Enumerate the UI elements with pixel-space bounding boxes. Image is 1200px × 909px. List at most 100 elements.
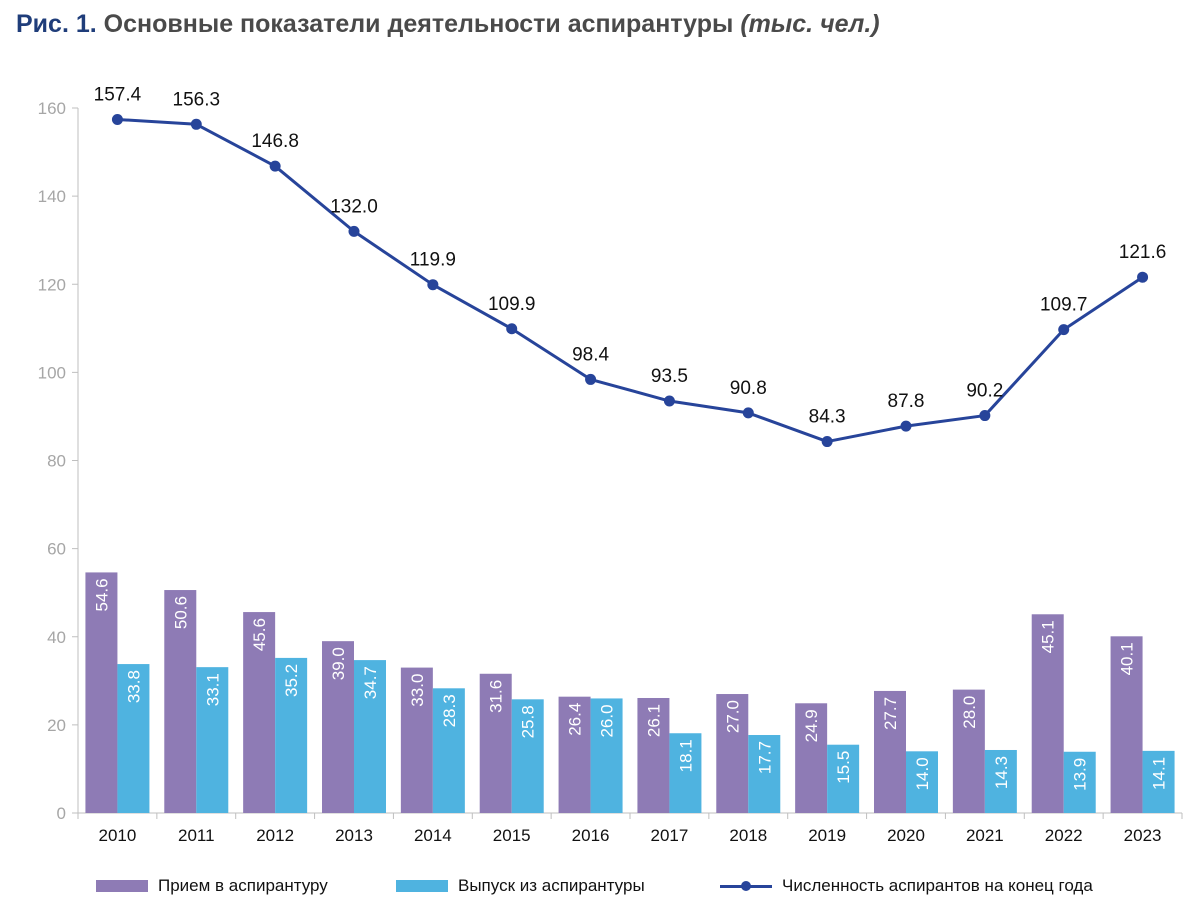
- bar-graduation: [354, 660, 386, 813]
- y-tick-label: 120: [38, 275, 66, 294]
- bar-label-admission: 40.1: [1118, 642, 1137, 675]
- chart-legend: Прием в аспирантуру Выпуск из аспирантур…: [0, 876, 1200, 900]
- point-enrollment: [348, 225, 360, 237]
- bar-label-graduation: 17.7: [755, 741, 774, 774]
- x-tick-label: 2020: [887, 826, 925, 845]
- legend-item-enrollment: Численность аспирантов на конец года: [720, 876, 1093, 896]
- bar-admission: [1031, 614, 1064, 813]
- bar-graduation: [590, 698, 623, 813]
- x-tick-label: 2023: [1124, 826, 1162, 845]
- bar-label-admission: 26.1: [644, 704, 663, 737]
- point-label-enrollment: 84.3: [809, 407, 846, 428]
- bar-graduation: [117, 664, 150, 813]
- y-tick-label: 40: [47, 628, 66, 647]
- bar-graduation: [1063, 751, 1096, 813]
- y-tick-label: 0: [57, 804, 66, 823]
- point-label-enrollment: 109.9: [488, 294, 536, 315]
- bar-label-graduation: 14.0: [913, 757, 932, 790]
- bar-admission: [558, 696, 591, 813]
- bar-label-admission: 26.4: [566, 703, 585, 736]
- bar-admission: [637, 697, 670, 813]
- y-tick-label: 20: [47, 716, 66, 735]
- point-label-enrollment: 93.5: [651, 366, 688, 387]
- legend-swatch-admission: [96, 880, 148, 892]
- x-tick-label: 2013: [335, 826, 373, 845]
- x-tick-label: 2016: [572, 826, 610, 845]
- bar-label-admission: 24.9: [802, 709, 821, 742]
- point-enrollment: [585, 373, 597, 385]
- bar-admission: [322, 641, 354, 813]
- point-enrollment: [506, 323, 518, 335]
- bar-admission: [716, 694, 749, 813]
- point-label-enrollment: 157.4: [94, 84, 142, 105]
- bar-label-admission: 33.0: [408, 674, 427, 707]
- x-tick-label: 2014: [414, 826, 452, 845]
- point-label-enrollment: 121.6: [1119, 242, 1167, 263]
- bar-label-admission: 31.6: [487, 680, 506, 713]
- y-tick-label: 60: [47, 540, 66, 559]
- point-enrollment: [1137, 271, 1149, 283]
- bar-label-admission: 50.6: [171, 596, 190, 629]
- bar-graduation: [827, 744, 860, 813]
- bar-label-graduation: 25.8: [519, 705, 538, 738]
- y-tick-label: 100: [38, 363, 66, 382]
- point-label-enrollment: 132.0: [330, 196, 378, 217]
- bar-label-graduation: 15.5: [834, 751, 853, 784]
- bar-label-graduation: 14.1: [1150, 757, 1169, 790]
- bar-admission: [795, 703, 828, 813]
- point-label-enrollment: 90.8: [730, 378, 767, 399]
- figure-number: Рис. 1.: [16, 10, 97, 38]
- bar-admission: [479, 673, 512, 813]
- point-enrollment: [269, 160, 281, 172]
- x-tick-label: 2021: [966, 826, 1004, 845]
- bar-label-graduation: 33.1: [203, 673, 222, 706]
- point-enrollment: [900, 420, 912, 432]
- x-tick-label: 2011: [178, 826, 215, 845]
- bar-graduation: [906, 751, 938, 813]
- bar-admission: [952, 689, 985, 813]
- bar-label-admission: 27.7: [881, 697, 900, 730]
- bar-graduation: [669, 733, 702, 813]
- bar-admission: [164, 590, 197, 813]
- bar-graduation: [748, 735, 781, 813]
- y-tick-label: 140: [38, 187, 66, 206]
- point-label-enrollment: 109.7: [1040, 295, 1088, 316]
- point-label-enrollment: 90.2: [966, 381, 1003, 402]
- bar-admission: [85, 572, 118, 813]
- point-enrollment: [111, 113, 123, 125]
- point-enrollment: [1058, 324, 1070, 336]
- title-unit: (тыс. чел.): [740, 10, 880, 38]
- x-tick-label: 2022: [1045, 826, 1083, 845]
- point-label-enrollment: 98.4: [572, 344, 609, 365]
- point-label-enrollment: 119.9: [410, 250, 456, 271]
- bar-label-graduation: 34.7: [361, 666, 380, 699]
- point-enrollment: [979, 410, 991, 422]
- legend-label-admission: Прием в аспирантуру: [158, 876, 328, 895]
- point-enrollment: [663, 395, 675, 407]
- x-tick-label: 2019: [808, 826, 846, 845]
- bar-label-admission: 28.0: [960, 696, 979, 729]
- bar-admission: [1110, 636, 1143, 813]
- legend-label-graduation: Выпуск из аспирантуры: [458, 876, 645, 895]
- bar-label-admission: 27.0: [723, 700, 742, 733]
- bar-admission: [400, 667, 433, 813]
- chart-canvas: 0 20 40 60 80 100 120 140 160 54.6 33.8 2010 50.6 33.…: [38, 84, 1183, 845]
- bar-label-graduation: 33.8: [124, 670, 143, 703]
- x-tick-label: 2017: [651, 826, 689, 845]
- legend-item-graduation: Выпуск из аспирантуры: [396, 876, 645, 896]
- x-tick-label: 2010: [99, 826, 137, 845]
- bar-label-graduation: 35.2: [282, 664, 301, 697]
- bar-graduation: [432, 688, 465, 813]
- point-enrollment: [427, 279, 439, 291]
- x-tick-label: 2012: [256, 826, 294, 845]
- bar-graduation: [196, 667, 229, 813]
- bar-admission: [243, 612, 276, 813]
- line-enrollment: [117, 117, 1144, 444]
- bar-label-graduation: 28.3: [440, 694, 459, 727]
- x-tick-label: 2018: [729, 826, 767, 845]
- point-label-enrollment: 146.8: [251, 131, 299, 152]
- point-enrollment: [821, 436, 833, 448]
- legend-item-admission: Прием в аспирантуру: [96, 876, 328, 896]
- bar-label-admission: 39.0: [329, 647, 348, 680]
- legend-swatch-enrollment: [720, 880, 772, 892]
